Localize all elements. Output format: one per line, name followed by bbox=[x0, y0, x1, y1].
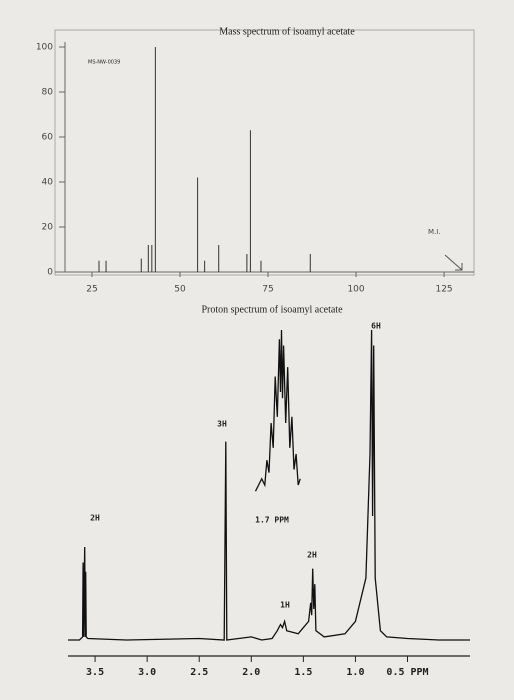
x-tick-label: 2.5 bbox=[190, 667, 208, 678]
ms-code: MS-NW-0039 bbox=[88, 60, 120, 66]
ms-frame bbox=[54, 29, 475, 276]
x-tick-label: 75 bbox=[262, 285, 273, 295]
y-tick-label: 0 bbox=[47, 268, 53, 278]
x-tick-label: 1.5 bbox=[294, 667, 312, 678]
y-tick-label: 80 bbox=[42, 88, 54, 98]
x-tick-label: 25 bbox=[86, 285, 97, 295]
nmr-title: Proton spectrum of isoamyl acetate bbox=[201, 304, 343, 315]
peak-label: 2H bbox=[90, 514, 100, 523]
ms-title: Mass spectrum of isoamyl acetate bbox=[219, 26, 355, 37]
x-tick-label: 2.0 bbox=[242, 667, 260, 678]
y-tick-label: 60 bbox=[42, 133, 54, 143]
y-tick-label: 40 bbox=[42, 178, 54, 188]
peak-label: 3H bbox=[217, 420, 227, 429]
x-tick-label: 50 bbox=[174, 285, 186, 295]
annotation: M.I. bbox=[428, 228, 441, 236]
x-tick-label: 1.0 bbox=[346, 667, 364, 678]
x-tick-label: 125 bbox=[435, 285, 452, 295]
spectrum-line bbox=[254, 329, 301, 492]
x-tick-label: 100 bbox=[347, 285, 364, 295]
mi-arrow bbox=[444, 254, 463, 271]
peak-label: 2H bbox=[307, 551, 317, 560]
peak-label: 1.7 PPM bbox=[255, 516, 289, 525]
x-tick-label: 0.5 PPM bbox=[386, 667, 428, 678]
x-tick-label: 3.0 bbox=[138, 667, 156, 678]
spectrum-line bbox=[68, 329, 470, 641]
peak-label: 1H bbox=[280, 601, 290, 610]
y-tick-label: 100 bbox=[36, 43, 53, 53]
peak-label: 6H bbox=[371, 322, 381, 331]
x-tick-label: 3.5 bbox=[86, 667, 104, 678]
y-tick-label: 20 bbox=[42, 223, 54, 233]
